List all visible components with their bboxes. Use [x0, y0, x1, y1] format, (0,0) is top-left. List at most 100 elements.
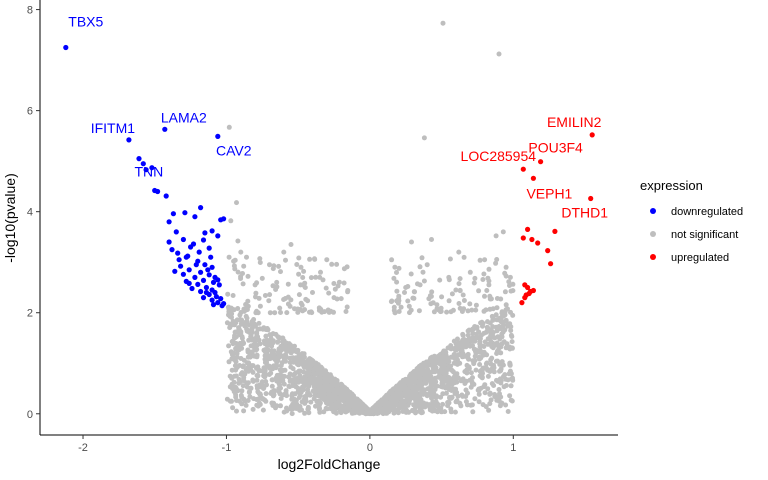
point-not-significant — [473, 350, 479, 356]
point-not-significant — [294, 401, 300, 407]
point-not-significant — [476, 354, 482, 360]
point-downregulated — [192, 274, 198, 280]
point-downregulated — [210, 302, 217, 308]
point-not-significant — [260, 407, 266, 413]
point-not-significant — [294, 262, 300, 267]
y-tick-label: 8 — [27, 5, 33, 17]
point-not-significant — [280, 367, 286, 373]
point-not-significant — [254, 308, 260, 314]
point-not-significant — [472, 396, 478, 402]
point-not-significant — [482, 339, 488, 345]
point-downregulated — [210, 279, 217, 285]
point-not-significant — [481, 384, 487, 390]
point-not-significant — [457, 276, 463, 282]
point-not-significant — [425, 363, 430, 369]
point-not-significant — [335, 389, 341, 395]
point-not-significant — [288, 406, 294, 412]
point-not-significant — [472, 275, 478, 281]
point-not-significant — [434, 302, 440, 308]
point-not-significant — [259, 275, 265, 281]
point-not-significant — [494, 257, 500, 262]
point-not-significant — [276, 389, 282, 395]
point-not-significant — [229, 375, 235, 381]
point-not-significant — [246, 366, 252, 372]
point-not-significant — [248, 332, 254, 338]
y-tick-label: 4 — [27, 207, 33, 219]
point-not-significant — [499, 341, 505, 347]
point-downregulated — [206, 272, 212, 278]
point-not-significant — [480, 277, 486, 282]
point-not-significant — [280, 339, 286, 345]
point-not-significant — [344, 304, 350, 310]
point-not-significant — [358, 400, 364, 406]
point-not-significant — [334, 403, 340, 409]
point-downregulated — [193, 262, 199, 268]
point-not-significant — [257, 303, 263, 309]
point-not-significant — [467, 343, 473, 349]
y-tick-label: 6 — [27, 106, 33, 118]
point-not-significant — [403, 409, 409, 415]
point-not-significant — [396, 265, 402, 271]
point-not-significant — [322, 388, 328, 394]
point-not-significant — [482, 257, 488, 263]
point-not-significant — [289, 411, 295, 417]
point-not-significant — [429, 237, 434, 242]
point-not-significant — [271, 400, 277, 406]
point-not-significant — [466, 356, 472, 362]
point-not-significant — [452, 409, 458, 415]
point-not-significant — [239, 321, 244, 327]
point-not-significant — [296, 368, 302, 374]
point-not-significant — [432, 375, 438, 381]
gene-label-cav2: CAV2 — [216, 142, 252, 158]
point-not-significant — [250, 406, 256, 412]
point-ifitm1 — [126, 137, 132, 143]
point-not-significant — [287, 377, 293, 383]
point-downregulated — [196, 249, 202, 255]
point-not-significant — [427, 390, 432, 396]
point-not-significant — [507, 393, 513, 399]
point-not-significant — [274, 279, 280, 285]
point-not-significant — [498, 315, 504, 321]
point-not-significant — [501, 384, 507, 390]
point-not-significant — [270, 331, 276, 337]
point-not-significant — [501, 374, 506, 379]
point-not-significant — [267, 356, 273, 362]
point-downregulated — [202, 230, 208, 236]
point-upregulated — [545, 248, 551, 254]
point-not-significant — [394, 402, 400, 408]
point-not-significant — [488, 367, 494, 372]
point-not-significant — [326, 397, 332, 403]
point-not-significant — [278, 269, 283, 275]
point-not-significant — [446, 298, 452, 304]
point-not-significant — [342, 391, 348, 397]
point-not-significant — [418, 397, 424, 403]
point-downregulated — [202, 262, 208, 268]
point-not-significant — [323, 285, 329, 291]
gene-label-loc285954: LOC285954 — [461, 148, 537, 164]
legend-key-up — [650, 254, 656, 260]
point-not-significant — [345, 289, 351, 295]
point-not-significant — [329, 261, 335, 267]
point-not-significant — [318, 384, 324, 390]
point-not-significant — [431, 309, 437, 315]
point-not-significant — [461, 306, 467, 312]
point-not-significant — [450, 386, 456, 392]
point-not-significant — [507, 283, 512, 288]
point-not-significant — [418, 403, 424, 409]
point-not-significant — [471, 336, 477, 342]
point-not-significant — [234, 200, 239, 206]
point-downregulated — [143, 167, 149, 173]
point-upregulated — [548, 261, 554, 267]
point-not-significant — [411, 369, 417, 374]
point-not-significant — [364, 410, 370, 416]
point-not-significant — [287, 371, 293, 377]
point-not-significant — [240, 339, 246, 345]
point-not-significant — [392, 264, 398, 270]
point-not-significant — [417, 376, 423, 381]
point-not-significant — [275, 357, 281, 363]
point-not-significant — [416, 308, 422, 314]
point-not-significant — [434, 356, 440, 362]
point-not-significant — [232, 335, 238, 341]
point-downregulated — [140, 161, 146, 167]
point-not-significant — [303, 398, 309, 404]
